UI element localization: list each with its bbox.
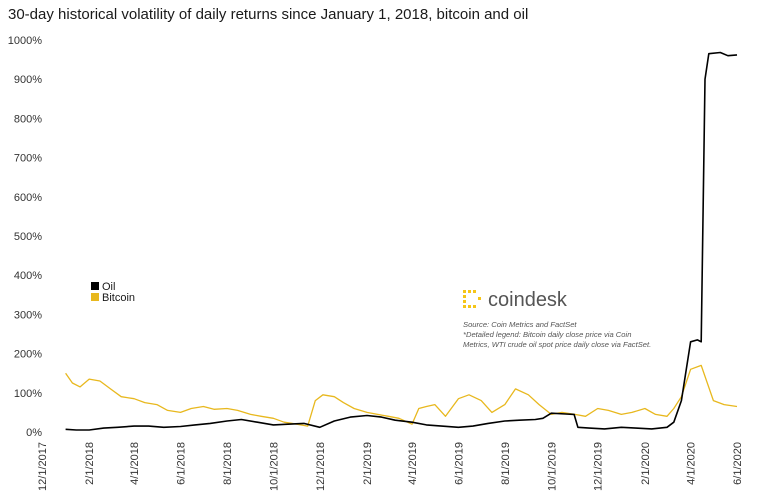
- y-tick-label: 400%: [14, 270, 42, 282]
- y-tick-label: 700%: [14, 153, 42, 165]
- x-tick-label: 2/1/2019: [362, 442, 374, 485]
- y-tick-label: 600%: [14, 192, 42, 204]
- chart-title: 30-day historical volatility of daily re…: [8, 6, 529, 23]
- y-tick-label: 500%: [14, 231, 42, 243]
- legend-bitcoin-label: Bitcoin: [102, 292, 135, 304]
- x-tick-label: 12/1/2019: [593, 442, 605, 491]
- y-tick-label: 900%: [14, 74, 42, 86]
- source-note-line-1: Source: Coin Metrics and FactSet: [463, 320, 577, 329]
- y-tick-label: 0%: [26, 427, 42, 439]
- legend-oil-swatch: [91, 282, 99, 290]
- x-tick-label: 4/1/2019: [407, 442, 419, 485]
- coindesk-logo-icon: [463, 290, 481, 308]
- legend: Oil Bitcoin: [91, 281, 135, 304]
- legend-bitcoin-swatch: [91, 293, 99, 301]
- x-tick-label: 6/1/2018: [176, 442, 188, 485]
- series-line-bitcoin: [65, 364, 738, 427]
- y-tick-label: 1000%: [8, 35, 42, 47]
- y-tick-label: 200%: [14, 349, 42, 361]
- x-tick-label: 4/1/2018: [129, 442, 141, 485]
- x-tick-label: 4/1/2020: [686, 442, 698, 485]
- x-tick-label: 2/1/2020: [640, 442, 652, 485]
- y-tick-label: 300%: [14, 309, 42, 321]
- x-tick-label: 6/1/2019: [453, 442, 465, 485]
- x-tick-label: 6/1/2020: [732, 442, 744, 485]
- x-tick-label: 10/1/2018: [268, 442, 280, 491]
- y-axis: 0% 100% 200% 300% 400% 500% 600% 700% 800% 900% 10…: [8, 35, 42, 439]
- x-tick-label: 12/1/2018: [315, 442, 327, 491]
- source-note-line-2: *Detailed legend: Bitcoin daily close pr…: [463, 330, 631, 339]
- x-tick-label: 8/1/2018: [222, 442, 234, 485]
- coindesk-logo: coindesk: [463, 289, 568, 311]
- x-axis: 12/1/2017 2/1/2018 4/1/2018 6/1/2018 8/1/201…: [37, 442, 744, 491]
- x-tick-label: 2/1/2018: [84, 442, 96, 485]
- y-tick-label: 100%: [14, 388, 42, 400]
- x-tick-label: 8/1/2019: [500, 442, 512, 485]
- legend-oil-label: Oil: [102, 281, 115, 293]
- y-tick-label: 800%: [14, 113, 42, 125]
- x-tick-label: 12/1/2017: [37, 442, 49, 491]
- x-tick-label: 10/1/2019: [546, 442, 558, 491]
- source-note-line-3: Metrics, WTI crude oil spot price daily …: [463, 340, 651, 349]
- series-line-oil: [65, 51, 738, 431]
- coindesk-logo-text: coindesk: [488, 289, 568, 311]
- series-layer: [65, 51, 738, 431]
